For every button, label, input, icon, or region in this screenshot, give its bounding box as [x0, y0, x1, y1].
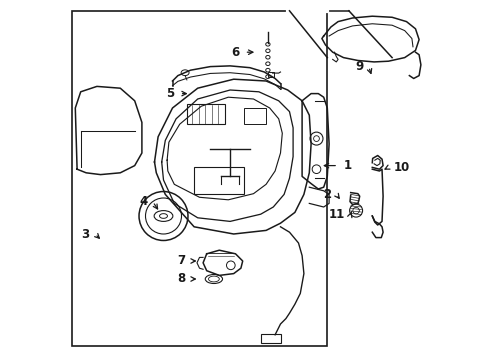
Text: 9: 9 [354, 60, 363, 73]
Bar [267, 72, 274, 77]
Circle shape [226, 261, 235, 270]
Ellipse shape [208, 276, 219, 282]
Ellipse shape [154, 211, 172, 221]
Bar [244, 108, 265, 124]
Bar [260, 334, 280, 343]
Bar [186, 104, 224, 124]
Bar [194, 167, 244, 194]
Circle shape [145, 198, 181, 234]
Text: 4: 4 [139, 195, 147, 208]
Circle shape [311, 165, 320, 174]
Text: 2: 2 [322, 188, 330, 201]
Circle shape [352, 207, 359, 214]
Circle shape [139, 192, 187, 240]
Bar [72, 11, 326, 346]
Text: 3: 3 [81, 228, 89, 240]
Text: 11: 11 [328, 208, 345, 221]
Text: 10: 10 [393, 161, 409, 174]
Ellipse shape [181, 70, 189, 76]
Circle shape [313, 136, 319, 141]
Text: 1: 1 [343, 159, 351, 172]
Text: 5: 5 [166, 87, 174, 100]
Ellipse shape [205, 275, 222, 284]
Text: 7: 7 [177, 255, 185, 267]
Ellipse shape [159, 214, 167, 218]
Text: 6: 6 [230, 46, 239, 59]
Circle shape [349, 204, 362, 217]
Circle shape [309, 132, 322, 145]
Text: 8: 8 [177, 273, 185, 285]
